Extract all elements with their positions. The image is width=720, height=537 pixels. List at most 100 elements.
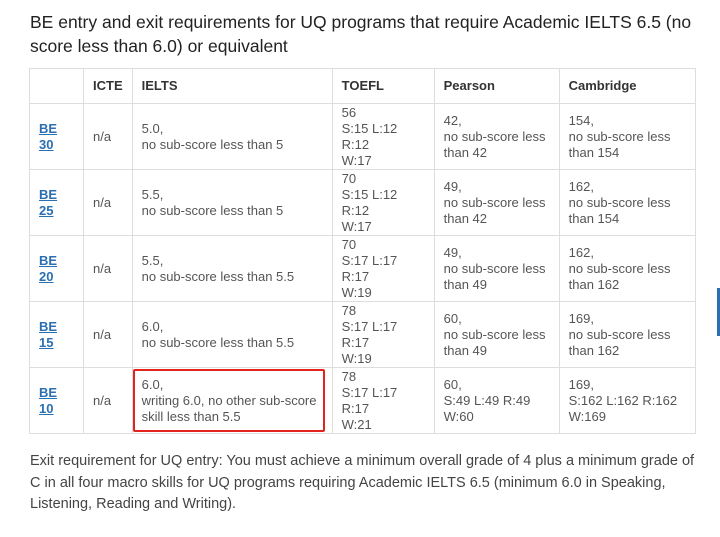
pearson-detail: than 42 <box>443 210 487 226</box>
icte-cell: n/a <box>83 103 133 170</box>
cambridge-cell: 169, S:162 L:162 R:162 W:169 <box>558 367 696 434</box>
level-cell: BE 10 <box>29 367 84 434</box>
cambridge-cell: 162, no sub-score less than 162 <box>558 235 696 302</box>
cambridge-detail: no sub-score less <box>568 326 671 342</box>
pearson-detail: no sub-score less <box>443 194 546 210</box>
cambridge-score: 162, <box>568 244 594 260</box>
toefl-writing: W:17 <box>341 152 372 168</box>
cambridge-score: 169, <box>568 310 594 326</box>
cambridge-cell: 162, no sub-score less than 154 <box>558 169 696 236</box>
icte-cell: n/a <box>83 367 133 434</box>
exit-requirement-note: Exit requirement for UQ entry: You must … <box>30 453 695 512</box>
level-cell: BE 20 <box>29 235 84 302</box>
toefl-subscores: S:15 L:12 R:12 <box>341 120 398 152</box>
cambridge-detail: than 162 <box>568 342 620 358</box>
be-level-link[interactable]: BE 10 <box>39 384 58 416</box>
page-title: BE entry and exit requirements for UQ pr… <box>30 12 692 56</box>
pearson-writing: W:60 <box>443 408 474 424</box>
toefl-cell: 78 S:17 L:17 R:17 W:21 <box>331 367 435 434</box>
toefl-score: 70 <box>341 236 357 252</box>
header-cell-cambridge: Cambridge <box>558 68 696 104</box>
ielts-detail: no sub-score less than 5.5 <box>141 268 295 284</box>
ielts-score: 5.5, <box>141 186 164 202</box>
toefl-cell: 70 S:17 L:17 R:17 W:19 <box>331 235 435 302</box>
cambridge-cell: 154, no sub-score less than 154 <box>558 103 696 170</box>
ielts-score: 5.5, <box>141 252 164 268</box>
toefl-subscores: S:15 L:12 R:12 <box>341 186 398 218</box>
cambridge-detail: no sub-score less <box>568 194 671 210</box>
toefl-cell: 78 S:17 L:17 R:17 W:19 <box>331 301 435 368</box>
toefl-score: 70 <box>341 170 357 186</box>
pearson-cell: 60, no sub-score less than 49 <box>433 301 560 368</box>
toefl-score: 78 <box>341 302 357 318</box>
be-level-link[interactable]: BE 25 <box>39 186 58 218</box>
pearson-score: 60, <box>443 376 462 392</box>
pearson-detail: than 49 <box>443 342 487 358</box>
pearson-score: 49, <box>443 178 462 194</box>
pearson-detail: no sub-score less <box>443 260 546 276</box>
table-row: BE 15 n/a 6.0, no sub-score less than 5.5… <box>29 301 696 368</box>
cambridge-score: 169, <box>568 376 594 392</box>
pearson-score: 42, <box>443 112 462 128</box>
header-cell-level <box>29 68 84 104</box>
ielts-score: 6.0, <box>141 376 164 392</box>
icte-cell: n/a <box>83 169 133 236</box>
table-row: BE 10 n/a 6.0, writing 6.0, no other sub-… <box>29 367 696 434</box>
pearson-cell: 60, S:49 L:49 R:49 W:60 <box>433 367 560 434</box>
pearson-detail: no sub-score less <box>443 128 546 144</box>
ielts-detail: no sub-score less than 5 <box>141 202 284 218</box>
toefl-subscores: S:17 L:17 R:17 <box>341 318 398 350</box>
ielts-cell: 5.0, no sub-score less than 5 <box>131 103 333 170</box>
level-cell: BE 30 <box>29 103 84 170</box>
cambridge-score: 162, <box>568 178 594 194</box>
toefl-subscores: S:17 L:17 R:17 <box>341 384 398 416</box>
toefl-subscores: S:17 L:17 R:17 <box>341 252 398 284</box>
icte-cell: n/a <box>83 301 133 368</box>
header-cell-toefl: TOEFL <box>331 68 435 104</box>
table-row: BE 30 n/a 5.0, no sub-score less than 5 5… <box>29 103 696 170</box>
requirements-table: ICTE IELTS TOEFL Pearson Cambridge BE 30… <box>29 68 696 434</box>
pearson-score: 60, <box>443 310 462 326</box>
ielts-score: 6.0, <box>141 318 164 334</box>
cambridge-writing: W:169 <box>568 408 606 424</box>
cambridge-cell: 169, no sub-score less than 162 <box>558 301 696 368</box>
be-level-link[interactable]: BE 15 <box>39 318 58 350</box>
ielts-cell-highlighted: 6.0, writing 6.0, no other sub-score skill… <box>131 367 333 434</box>
header-cell-ielts: IELTS <box>131 68 333 104</box>
be-level-link[interactable]: BE 20 <box>39 252 58 284</box>
toefl-cell: 70 S:15 L:12 R:12 W:17 <box>331 169 435 236</box>
header-cell-pearson: Pearson <box>433 68 560 104</box>
ielts-detail: skill less than 5.5 <box>141 408 241 424</box>
cambridge-detail: than 162 <box>568 276 620 292</box>
cambridge-detail: than 154 <box>568 210 620 226</box>
table-header-row: ICTE IELTS TOEFL Pearson Cambridge <box>29 68 696 104</box>
cambridge-detail: no sub-score less <box>568 128 671 144</box>
ielts-detail: no sub-score less than 5 <box>141 136 284 152</box>
header-cell-icte: ICTE <box>83 68 133 104</box>
toefl-writing: W:19 <box>341 284 372 300</box>
toefl-writing: W:21 <box>341 416 372 432</box>
ielts-cell: 5.5, no sub-score less than 5 <box>131 169 333 236</box>
ielts-cell: 6.0, no sub-score less than 5.5 <box>131 301 333 368</box>
cambridge-score: 154, <box>568 112 594 128</box>
ielts-cell: 5.5, no sub-score less than 5.5 <box>131 235 333 302</box>
pearson-subscores: S:49 L:49 R:49 <box>443 392 531 408</box>
icte-cell: n/a <box>83 235 133 302</box>
pearson-detail: than 42 <box>443 144 487 160</box>
toefl-score: 78 <box>341 368 357 384</box>
pearson-detail: no sub-score less <box>443 326 546 342</box>
pearson-cell: 42, no sub-score less than 42 <box>433 103 560 170</box>
table-row: BE 25 n/a 5.5, no sub-score less than 5 7… <box>29 169 696 236</box>
toefl-writing: W:19 <box>341 350 372 366</box>
table-row: BE 20 n/a 5.5, no sub-score less than 5.5… <box>29 235 696 302</box>
cambridge-detail: no sub-score less <box>568 260 671 276</box>
pearson-score: 49, <box>443 244 462 260</box>
toefl-cell: 56 S:15 L:12 R:12 W:17 <box>331 103 435 170</box>
level-cell: BE 25 <box>29 169 84 236</box>
ielts-score: 5.0, <box>141 120 164 136</box>
pearson-cell: 49, no sub-score less than 42 <box>433 169 560 236</box>
be-level-link[interactable]: BE 30 <box>39 120 58 152</box>
ielts-detail: writing 6.0, no other sub-score <box>141 392 317 408</box>
ielts-detail: no sub-score less than 5.5 <box>141 334 295 350</box>
scrollbar-indicator[interactable] <box>717 288 720 336</box>
